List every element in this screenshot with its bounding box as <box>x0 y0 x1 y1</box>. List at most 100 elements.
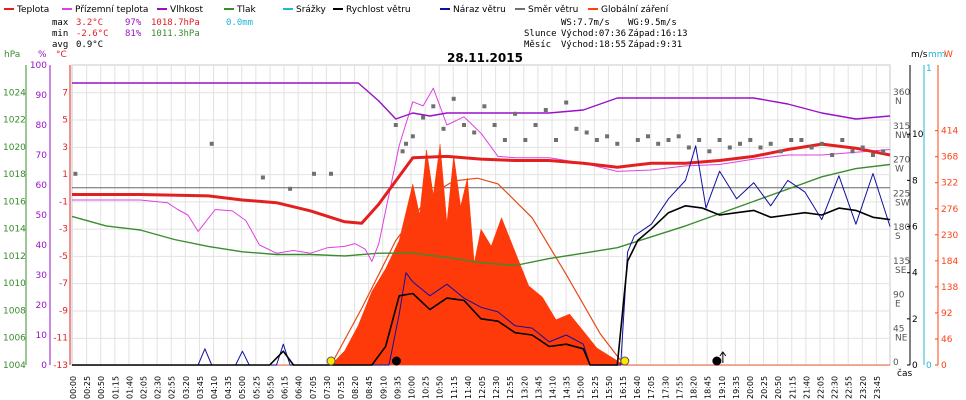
temperature-tick-label: -13 <box>53 361 68 371</box>
wind-direction-point <box>410 134 415 139</box>
temperature-tick-label: -11 <box>53 334 68 344</box>
wind-direction-point <box>605 134 610 139</box>
time-tick-label: 13:45 <box>534 376 543 399</box>
wind-direction-point <box>727 145 732 150</box>
direction-compass-label: S <box>895 232 901 242</box>
stat-min-press: 1011.3hPa <box>151 29 200 39</box>
stat-sun-set: Západ:16:13 <box>628 29 688 39</box>
radiation-tick-label: 184 <box>941 257 958 267</box>
wind-direction-point <box>441 126 446 131</box>
time-tick-label: 01:40 <box>125 376 134 399</box>
time-tick-label: 17:05 <box>647 376 656 399</box>
wind-tick-label: 0 <box>912 361 918 371</box>
time-tick-label: 19:10 <box>718 376 727 399</box>
direction-compass-label: E <box>895 300 901 310</box>
wind-direction-point <box>288 186 293 191</box>
series-vlhkost <box>72 82 891 120</box>
wind-direction-point <box>543 108 548 112</box>
temperature-tick-label: -9 <box>59 306 68 316</box>
axis-title-wind: m/s <box>911 50 928 60</box>
time-tick-label: 22:05 <box>816 376 825 399</box>
direction-degree-label: 135 <box>893 257 910 267</box>
time-tick-label: 03:45 <box>196 376 205 399</box>
wind-direction-point <box>860 145 865 150</box>
legend-item: Srážky <box>296 5 327 15</box>
axis-title-humidity: % <box>38 50 47 60</box>
wind-direction-point <box>850 149 855 154</box>
wind-direction-point <box>809 145 814 150</box>
moonset-marker <box>391 356 401 366</box>
temperature-tick-label: -1 <box>59 197 68 207</box>
direction-degree-label: 180 <box>893 223 910 233</box>
stat-ws: WS:7.7m/s <box>561 18 610 28</box>
stats-block: max 3.2°C 97% 1018.7hPa 0.0mm min -2.6°C… <box>52 18 688 50</box>
wind-direction-point <box>799 138 804 142</box>
time-tick-label: 21:40 <box>802 376 811 399</box>
time-tick-label: 15:25 <box>591 376 600 399</box>
direction-compass-label: W <box>895 165 904 175</box>
wind-direction-point <box>768 141 773 146</box>
time-tick-label: 20:50 <box>774 376 783 399</box>
wind-direction-point <box>697 138 702 142</box>
stat-min-label: min <box>52 29 68 39</box>
moonrise-arrow-head-icon <box>719 351 727 357</box>
time-tick-label: 09:10 <box>379 376 388 399</box>
radiation-tick-label: 0 <box>941 361 947 371</box>
time-tick-label: 02:30 <box>154 376 163 399</box>
wind-direction-point <box>594 138 599 142</box>
radiation-tick-label: 92 <box>941 309 952 319</box>
pressure-tick-label: 1020 <box>3 143 26 153</box>
wind-direction-point <box>686 145 691 150</box>
direction-degree-label: 45 <box>893 324 904 334</box>
stat-max-press: 1018.7hPa <box>151 18 200 28</box>
time-tick-label: 11:15 <box>450 376 459 399</box>
humidity-tick-label: 30 <box>36 271 48 281</box>
radiation-tick-label: 322 <box>941 179 958 189</box>
wind-tick-label: 6 <box>912 223 918 233</box>
axis-title-time: čas <box>897 368 912 379</box>
wind-direction-point <box>819 141 824 146</box>
stat-sun-rise: Východ:07:36 <box>561 29 626 39</box>
time-tick-label: 02:55 <box>168 376 177 399</box>
humidity-tick-label: 100 <box>30 61 47 71</box>
time-tick-label: 04:35 <box>224 376 233 399</box>
wind-direction-point <box>533 123 538 127</box>
wind-direction-point <box>738 141 742 146</box>
wind-tick-label: 2 <box>912 315 918 325</box>
temperature-tick-label: 5 <box>62 116 68 126</box>
humidity-tick-label: 50 <box>36 211 48 221</box>
stat-moon-label: Měsíc <box>524 40 551 50</box>
wind-direction-point <box>462 123 466 127</box>
legend-item: Směr větru <box>528 5 578 15</box>
time-tick-label: 09:35 <box>393 376 402 399</box>
time-tick-label: 01:15 <box>111 376 120 399</box>
direction-degree-label: 270 <box>893 156 910 166</box>
wind-direction-point <box>554 138 558 142</box>
direction-degree-label: 0 <box>893 358 899 368</box>
wind-direction-point <box>830 153 835 157</box>
time-tick-label: 19:35 <box>732 376 741 399</box>
pressure-tick-label: 1018 <box>3 170 26 180</box>
axis-title-rain: mm <box>928 50 946 60</box>
radiation-tick-label: 414 <box>941 127 958 137</box>
humidity-tick-label: 90 <box>36 91 48 101</box>
time-tick-label: 22:30 <box>831 376 840 399</box>
time-tick-label: 12:30 <box>492 376 501 399</box>
pressure-tick-label: 1010 <box>3 279 26 289</box>
pressure-tick-label: 1014 <box>3 225 26 235</box>
wind-direction-point <box>840 138 845 142</box>
stat-moon-set: Západ:9:31 <box>628 40 682 50</box>
pressure-tick-label: 1024 <box>3 88 26 98</box>
rain-tick-label: 1 <box>926 64 932 74</box>
wind-direction-point <box>676 134 681 139</box>
time-tick-label: 14:10 <box>549 376 558 399</box>
direction-degree-label: 315 <box>893 122 910 132</box>
time-tick-label: 03:20 <box>182 376 191 399</box>
wind-direction-point <box>778 149 783 154</box>
radiation-tick-label: 276 <box>941 205 958 215</box>
time-tick-label: 05:50 <box>266 376 275 399</box>
time-tick-label: 14:35 <box>563 376 572 399</box>
wind-direction-point <box>492 123 497 127</box>
time-tick-label: 07:05 <box>309 376 318 399</box>
direction-compass-label: N <box>895 97 902 107</box>
